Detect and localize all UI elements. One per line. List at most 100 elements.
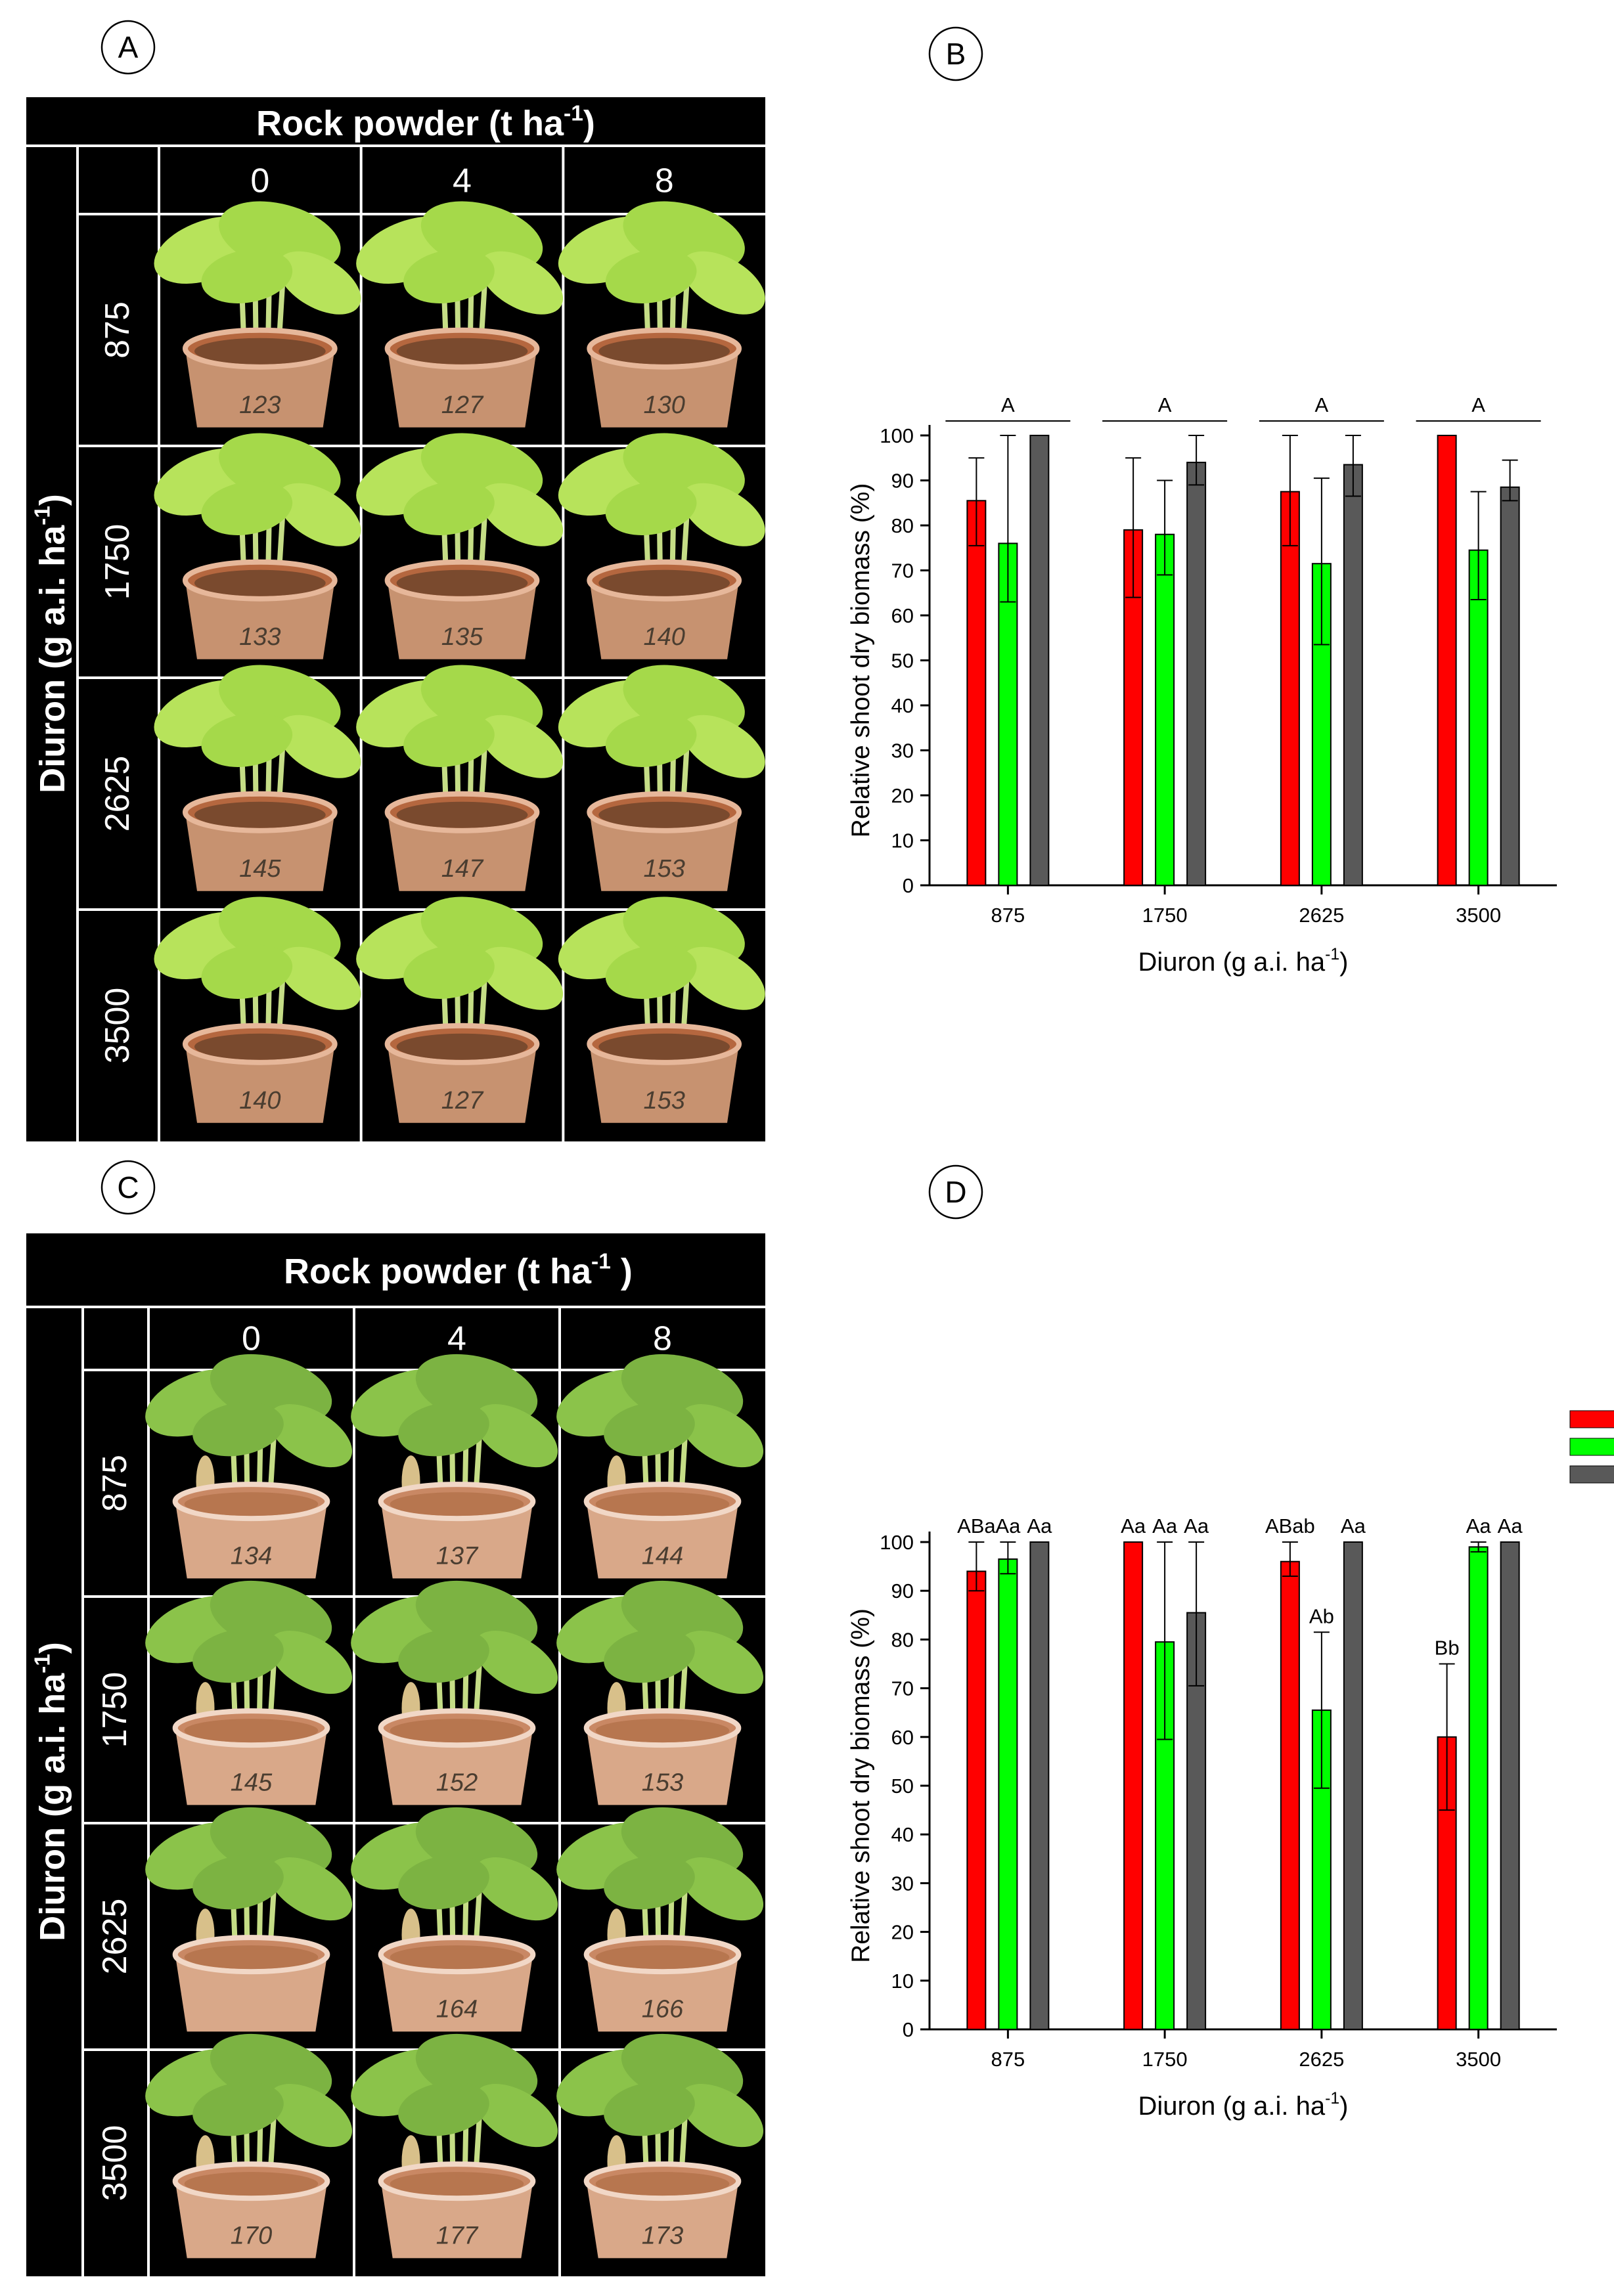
plant-leaf [268, 1404, 353, 1468]
x-tick-label-875: 875 [991, 904, 1025, 927]
pot-label: 135 [441, 623, 483, 651]
y-tick-label: 70 [891, 1677, 914, 1700]
pot-body [380, 2181, 533, 2259]
row-label-2625: 2625 [96, 1899, 134, 1975]
plant-leaf [201, 944, 293, 999]
pot-label: 130 [643, 391, 684, 419]
pot-soil [184, 1719, 319, 1743]
bar [1437, 435, 1457, 886]
row-label-3500: 3500 [96, 2125, 134, 2201]
bar [1343, 464, 1363, 886]
pot-soil [595, 1492, 730, 1516]
bar-label: Aa [1466, 1514, 1492, 1537]
plant-leaf [398, 1855, 489, 1910]
plant-leaf [398, 1402, 489, 1457]
y-tick-label: 80 [891, 514, 914, 537]
row-label-3500: 3500 [99, 988, 137, 1064]
pot-label: 145 [239, 855, 281, 883]
plant-leaf [268, 1631, 353, 1694]
plant-leaf [479, 251, 564, 315]
pot-body [185, 348, 335, 428]
pot-body [586, 1728, 739, 1805]
pot-label: 144 [642, 1542, 683, 1570]
pot-body [185, 812, 335, 891]
pot-label: 134 [231, 1542, 272, 1570]
bar-label: Aa [1121, 1514, 1146, 1537]
pot-soil [598, 569, 730, 596]
x-tick-label-1750: 1750 [1142, 904, 1188, 927]
column-axis-title: Rock powder (t ha-1) [256, 101, 595, 143]
y-tick-label: 100 [880, 424, 914, 447]
y-tick-label: 30 [891, 740, 914, 762]
y-tick-label: 50 [891, 1775, 914, 1798]
plant-leaf [268, 2084, 353, 2148]
y-tick-label: 80 [891, 1628, 914, 1651]
bar-label: Aa [1152, 1514, 1178, 1537]
plant-leaf [605, 944, 697, 999]
bar-label: Aa [1184, 1514, 1209, 1537]
plant-leaf [479, 946, 564, 1010]
pot-soil [184, 1945, 319, 1970]
bar [1029, 435, 1050, 886]
plant-leaf [681, 715, 765, 778]
legend-swatch [1569, 1410, 1614, 1428]
pot-soil [390, 1719, 524, 1743]
x-tick-label-1750: 1750 [1142, 2048, 1188, 2071]
pot-soil [390, 2172, 524, 2196]
plant-leaf [201, 481, 293, 535]
pot-body [589, 348, 740, 428]
row-label-1750: 1750 [96, 1672, 134, 1748]
plant-leaf [474, 1404, 558, 1468]
column-label-4: 4 [453, 162, 472, 200]
group-label: A [1158, 393, 1172, 416]
pot-body [586, 1954, 739, 2032]
pot-label: 166 [642, 1995, 684, 2023]
pot-body [175, 1728, 328, 1805]
pot-label: 140 [643, 623, 684, 651]
bar-label: Aa [1498, 1514, 1523, 1537]
pot-body [586, 2181, 739, 2259]
pot-soil [184, 1492, 319, 1516]
pot-label: 164 [436, 1995, 478, 2023]
row-label-875: 875 [96, 1455, 134, 1512]
plant-leaf [479, 715, 564, 778]
plant-leaf [605, 713, 697, 767]
plant-leaf [277, 483, 361, 546]
plant-leaf [604, 1628, 695, 1683]
bar-label: Aa [995, 1514, 1021, 1537]
plant-leaf [403, 249, 495, 303]
pot-label: 123 [239, 391, 280, 419]
plant-leaf [192, 1628, 284, 1683]
pot-label: 153 [642, 1769, 683, 1796]
plant-leaf [398, 2081, 489, 2136]
bar [1186, 462, 1207, 886]
x-tick-label-3500: 3500 [1456, 904, 1501, 927]
bar [966, 500, 987, 886]
panel-letter-circle [101, 20, 156, 75]
plant-leaf [681, 946, 765, 1010]
pot-soil [194, 1033, 326, 1060]
bar [1123, 1541, 1144, 2030]
panel-letter-circle [928, 1164, 983, 1220]
pot-label: 177 [436, 2222, 479, 2249]
y-tick-label: 20 [891, 1921, 914, 1944]
plant-leaf [403, 944, 495, 999]
plant-leaf [679, 1857, 764, 1921]
bar [1468, 549, 1489, 886]
y-tick-label: 0 [903, 2018, 914, 2041]
legend-swatch [1569, 1465, 1614, 1484]
photo-panel-A: Rock powder (t ha-1) Diuron (g a.i. ha-1)… [26, 97, 765, 1141]
bar [966, 1570, 987, 2030]
pot-label: 137 [436, 1542, 479, 1570]
pot-label: 147 [441, 855, 484, 883]
plant-leaf [192, 2081, 284, 2136]
y-tick-label: 60 [891, 604, 914, 627]
plant-leaf [679, 2084, 764, 2148]
plant-leaf [474, 1631, 558, 1694]
bar [1280, 491, 1300, 886]
panel-letter-text: C [117, 1170, 139, 1204]
plant-leaf [479, 483, 564, 546]
bar-label: ABa [957, 1514, 996, 1537]
pot-soil [390, 1945, 524, 1970]
plant-leaf [681, 251, 765, 315]
